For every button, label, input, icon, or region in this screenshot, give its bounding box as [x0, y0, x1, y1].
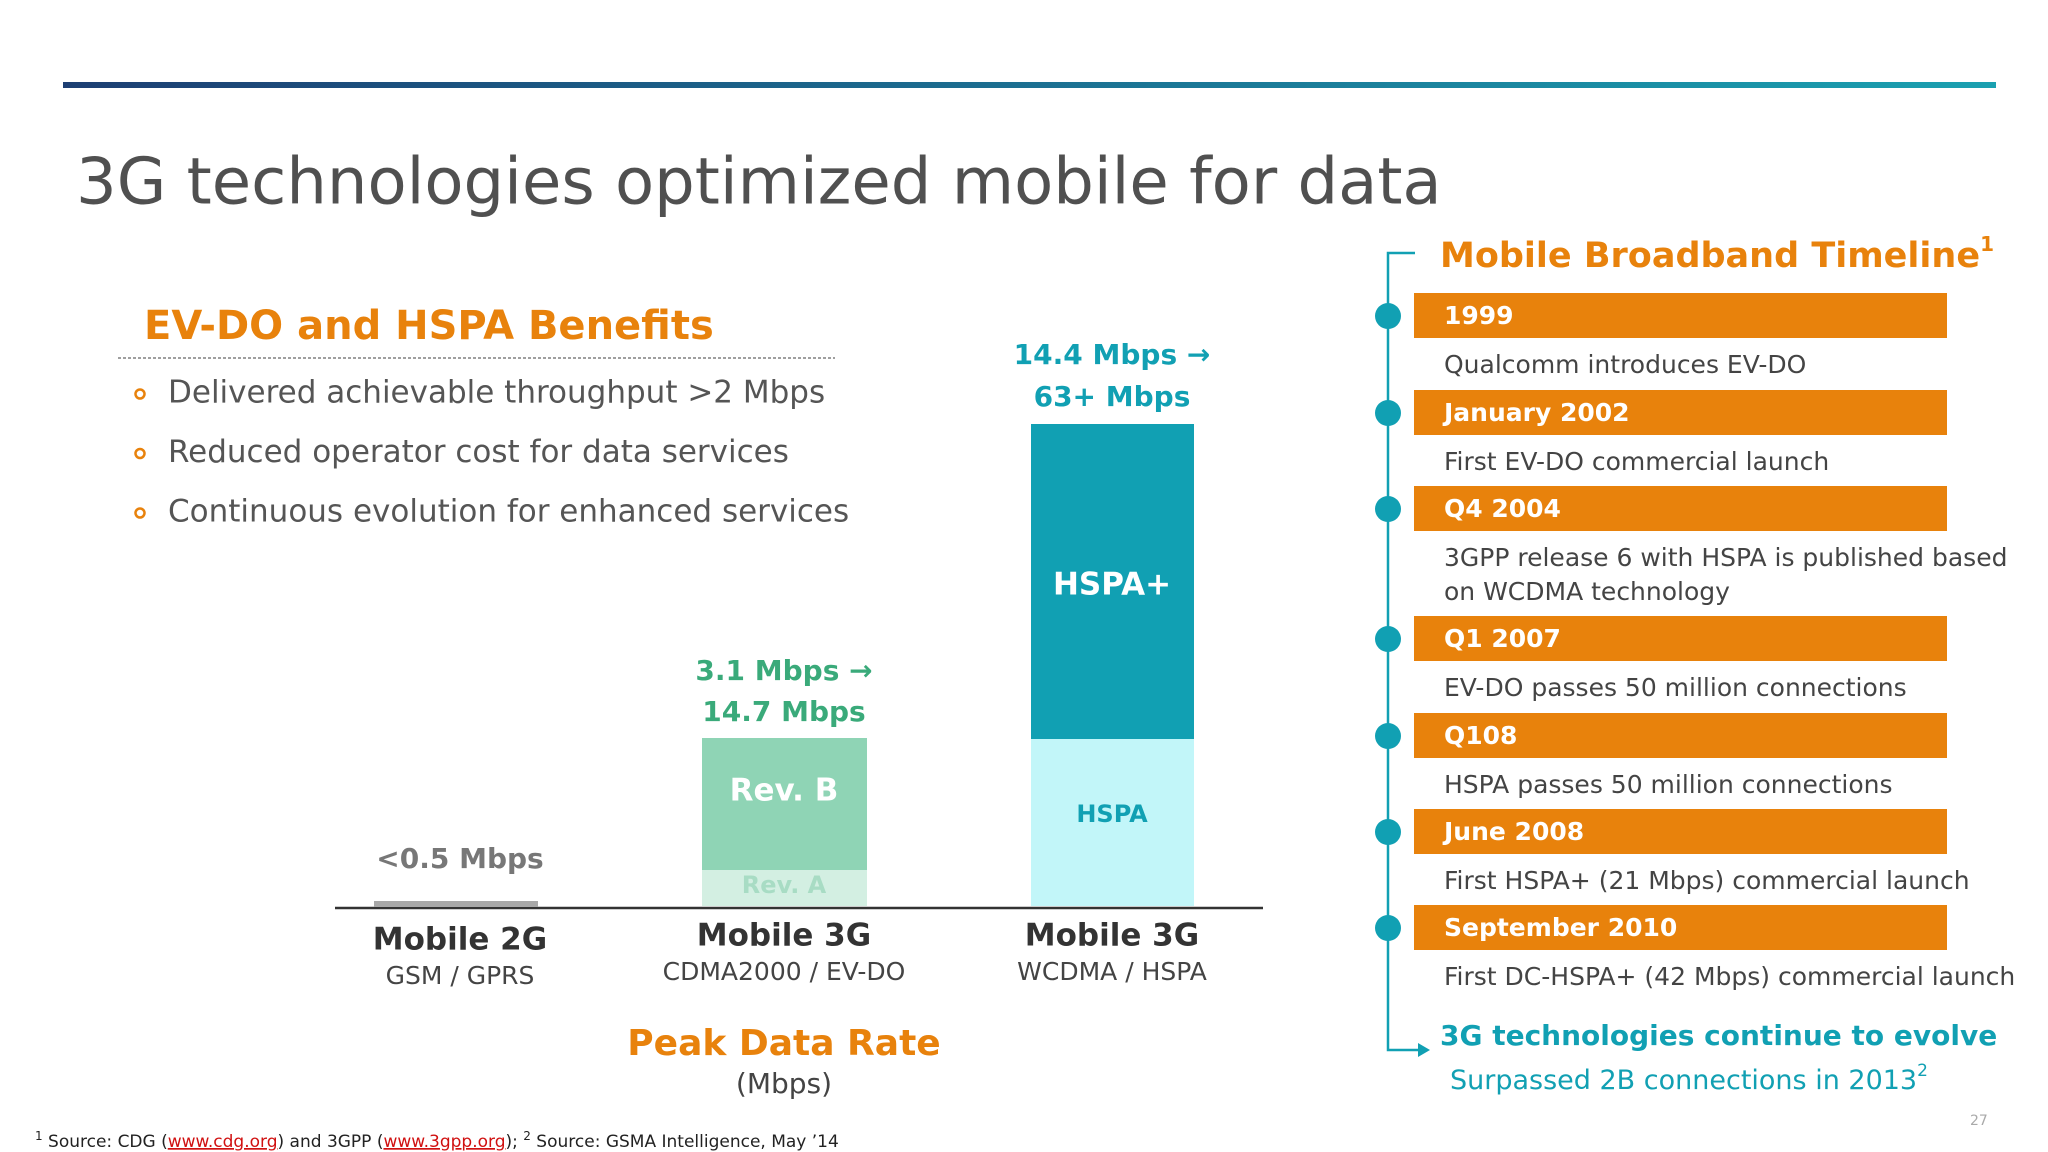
timeline-dot — [1375, 496, 1401, 522]
date-box — [1414, 486, 1947, 531]
event-date: June 2008 — [1442, 817, 1584, 846]
timeline-note-text: Surpassed 2B connections in 2013 — [1450, 1065, 1917, 1096]
footnote-text: Source: CDG ( — [43, 1132, 168, 1152]
bullet-text: Reduced operator cost for data services — [168, 434, 789, 470]
footnote-link: www.cdg.org — [168, 1132, 278, 1152]
event-text: First EV-DO commercial launch — [1444, 447, 1829, 476]
rate-label: 14.4 Mbps → — [1014, 338, 1211, 371]
category-name: Mobile 2G — [373, 922, 547, 958]
timeline-heading-note: 1 — [1980, 232, 1994, 256]
timeline-conclusion: 3G technologies continue to evolve — [1440, 1019, 1997, 1052]
timeline-note: Surpassed 2B connections in 20132 — [1450, 1061, 1928, 1096]
event-text: First DC-HSPA+ (42 Mbps) commercial laun… — [1444, 962, 2015, 991]
bullet-dot — [134, 388, 146, 400]
footnote-text: ) and 3GPP ( — [278, 1132, 384, 1152]
timeline-heading-text: Mobile Broadband Timeline — [1440, 236, 1980, 276]
event-date: January 2002 — [1442, 398, 1630, 427]
category-sub: GSM / GPRS — [386, 961, 535, 990]
date-box — [1414, 713, 1947, 758]
event-date: Q4 2004 — [1444, 494, 1561, 523]
timeline-events: 1999 Qualcomm introduces EV-DO January 200… — [1375, 293, 2015, 991]
segment-label: Rev. A — [742, 871, 827, 899]
timeline-dot — [1375, 400, 1401, 426]
timeline-dot — [1375, 915, 1401, 941]
slide-title: 3G technologies optimized mobile for dat… — [76, 146, 1442, 220]
bullet-dot — [134, 507, 146, 519]
date-box — [1414, 616, 1947, 661]
timeline-dot — [1375, 303, 1401, 329]
bar-rev-a — [702, 870, 867, 906]
rate-label: 63+ Mbps — [1034, 380, 1191, 413]
timeline-dot — [1375, 819, 1401, 845]
benefits-heading: EV-DO and HSPA Benefits — [144, 303, 714, 349]
timeline-heading: Mobile Broadband Timeline1 — [1440, 232, 1994, 277]
timeline-dot — [1375, 723, 1401, 749]
event-text: Qualcomm introduces EV-DO — [1444, 350, 1806, 379]
footnote-text: 2 — [523, 1129, 531, 1143]
category-name: Mobile 3G — [697, 918, 871, 954]
event-text: 3GPP release 6 with HSPA is published ba… — [1444, 543, 2007, 572]
date-box — [1414, 390, 1947, 435]
rate-label: <0.5 Mbps — [376, 842, 543, 875]
top-bar — [63, 82, 1996, 88]
date-box — [1414, 809, 1947, 854]
event-text: EV-DO passes 50 million connections — [1444, 673, 1907, 702]
event-date: 1999 — [1444, 301, 1514, 330]
bullet-text: Continuous evolution for enhanced servic… — [168, 494, 849, 530]
event-text: HSPA passes 50 million connections — [1444, 770, 1893, 799]
footnote-text: ); — [506, 1132, 524, 1152]
date-box — [1414, 293, 1947, 338]
bar-hspa-plus — [1031, 424, 1194, 739]
bullet-text: Delivered achievable throughput >2 Mbps — [168, 375, 825, 411]
event-text: First HSPA+ (21 Mbps) commercial launch — [1444, 866, 1970, 895]
diagram-labels: <0.5 Mbps Mobile 2G GSM / GPRS 3.1 Mbps → 14… — [373, 338, 1211, 990]
rate-label: 14.7 Mbps — [702, 695, 865, 728]
category-sub: WCDMA / HSPA — [1017, 957, 1207, 986]
segment-label: HSPA — [1076, 800, 1148, 828]
page-number: 27 — [1970, 1113, 1988, 1129]
segment-label: HSPA+ — [1053, 567, 1171, 603]
footnote-text: Source: GSMA Intelligence, May ’14 — [531, 1132, 839, 1152]
event-date: September 2010 — [1444, 913, 1677, 942]
footnote: 1 Source: CDG (www.cdg.org) and 3GPP (ww… — [35, 1129, 839, 1152]
benefits-list: Delivered achievable throughput >2 Mbps R… — [134, 375, 849, 530]
category-sub: CDMA2000 / EV-DO — [663, 957, 906, 986]
bullet-dot — [134, 447, 146, 460]
date-box — [1414, 905, 1947, 950]
footnote-text: 1 — [35, 1129, 43, 1143]
timeline-arrow — [1418, 1043, 1430, 1057]
event-date: Q1 2007 — [1444, 624, 1561, 653]
bar-2g — [374, 901, 538, 907]
event-text: on WCDMA technology — [1444, 577, 1730, 606]
category-name: Mobile 3G — [1025, 918, 1199, 954]
timeline-note-mark: 2 — [1917, 1061, 1928, 1081]
footnote-link: www.3gpp.org — [383, 1132, 505, 1152]
rate-label: 3.1 Mbps → — [695, 654, 872, 687]
event-date: Q108 — [1444, 721, 1517, 750]
timeline-dot — [1375, 626, 1401, 652]
segment-label: Rev. B — [730, 773, 839, 809]
bar-hspa — [1031, 739, 1194, 906]
axis-title: Peak Data Rate — [627, 1023, 940, 1064]
axis-unit: (Mbps) — [736, 1067, 832, 1100]
bar-rev-b — [702, 738, 867, 870]
